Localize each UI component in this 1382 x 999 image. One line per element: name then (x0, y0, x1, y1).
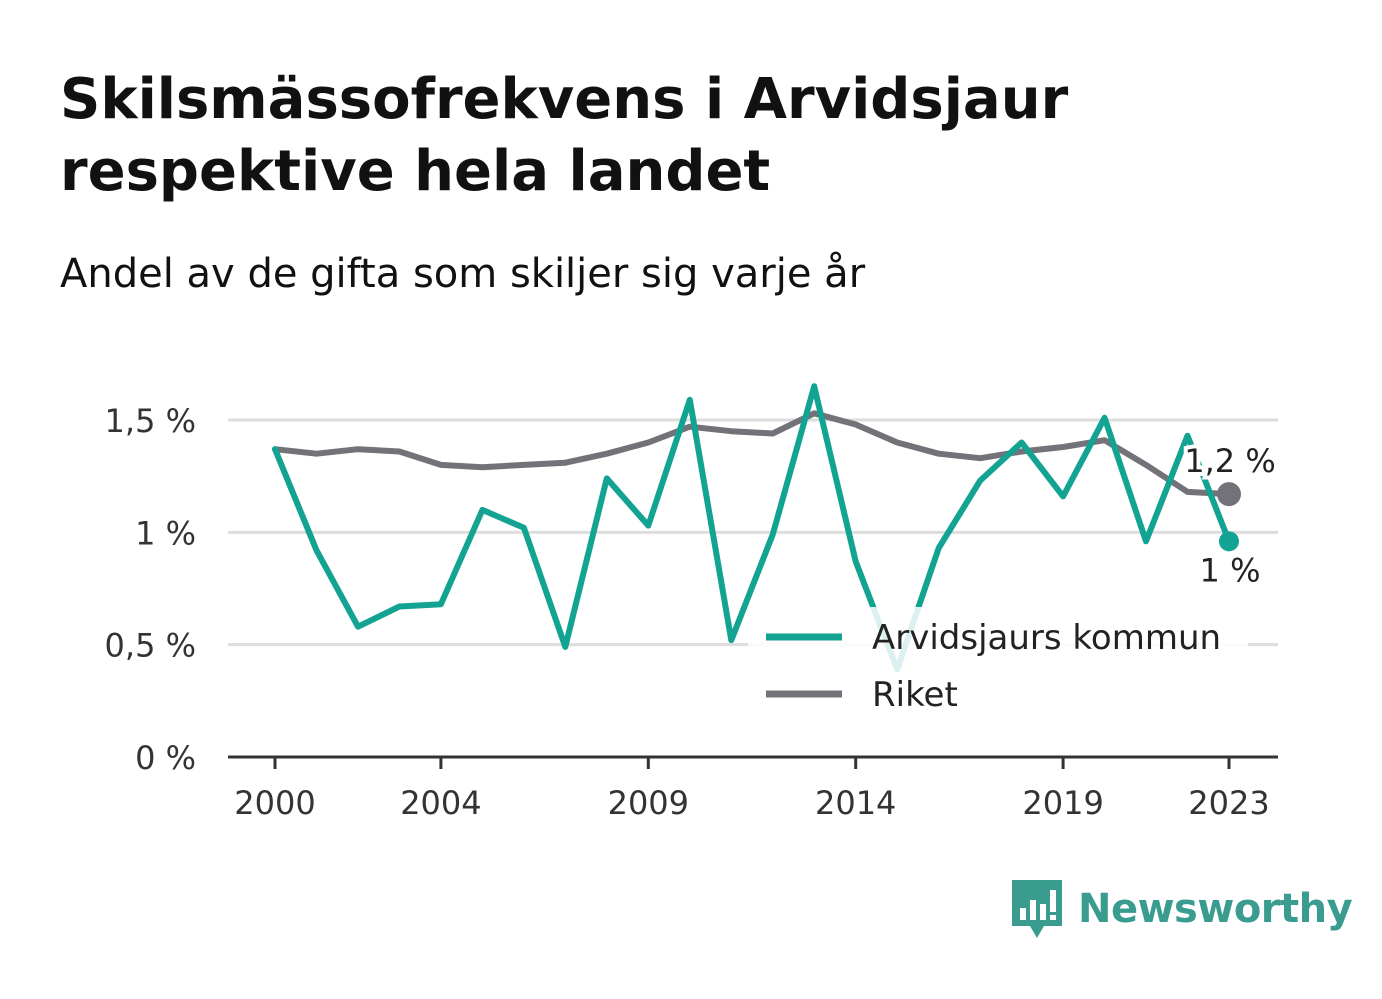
end-marker-arvidsjaur (1219, 531, 1239, 552)
end-label-riket: 1,2 % (1184, 442, 1275, 480)
newsworthy-logo: Newsworthy (1010, 874, 1353, 944)
legend: Arvidsjaurs kommun Riket (748, 607, 1248, 721)
end-label-arvidsjaur: 1 % (1200, 551, 1261, 589)
series-line-riket (272, 410, 1232, 498)
chart-title: Skilsmässofrekvens i Arvidsjaur respekti… (60, 67, 1069, 204)
x-tick-label: 2019 (1022, 784, 1103, 822)
x-tick-label: 2014 (815, 784, 896, 822)
legend-label: Riket (872, 675, 958, 715)
legend-background (748, 607, 1248, 721)
x-tick-label: 2004 (400, 784, 481, 822)
x-axis: 2000 2004 2009 2014 2019 2023 (228, 755, 1278, 822)
bar-chart-speech-bubble-icon (1012, 880, 1062, 938)
y-tick-label: 0,5 % (105, 627, 196, 665)
brand-name: Newsworthy (1078, 886, 1353, 932)
y-axis: 0 % 0,5 % 1 % 1,5 % (105, 402, 196, 777)
series-lines (272, 383, 1232, 673)
series-line-arvidsjaur (272, 383, 1232, 673)
x-tick-label: 2000 (234, 784, 315, 822)
chart-subtitle: Andel av de gifta som skiljer sig varje … (60, 251, 866, 297)
y-tick-label: 0 % (135, 739, 196, 777)
x-tick-label: 2023 (1188, 784, 1269, 822)
x-tick-label: 2009 (608, 784, 689, 822)
end-markers: 1,2 % 1 % (1180, 438, 1279, 593)
end-marker-riket (1217, 482, 1241, 507)
y-tick-label: 1 % (135, 514, 196, 552)
legend-label: Arvidsjaurs kommun (872, 618, 1221, 658)
y-tick-label: 1,5 % (105, 402, 196, 440)
